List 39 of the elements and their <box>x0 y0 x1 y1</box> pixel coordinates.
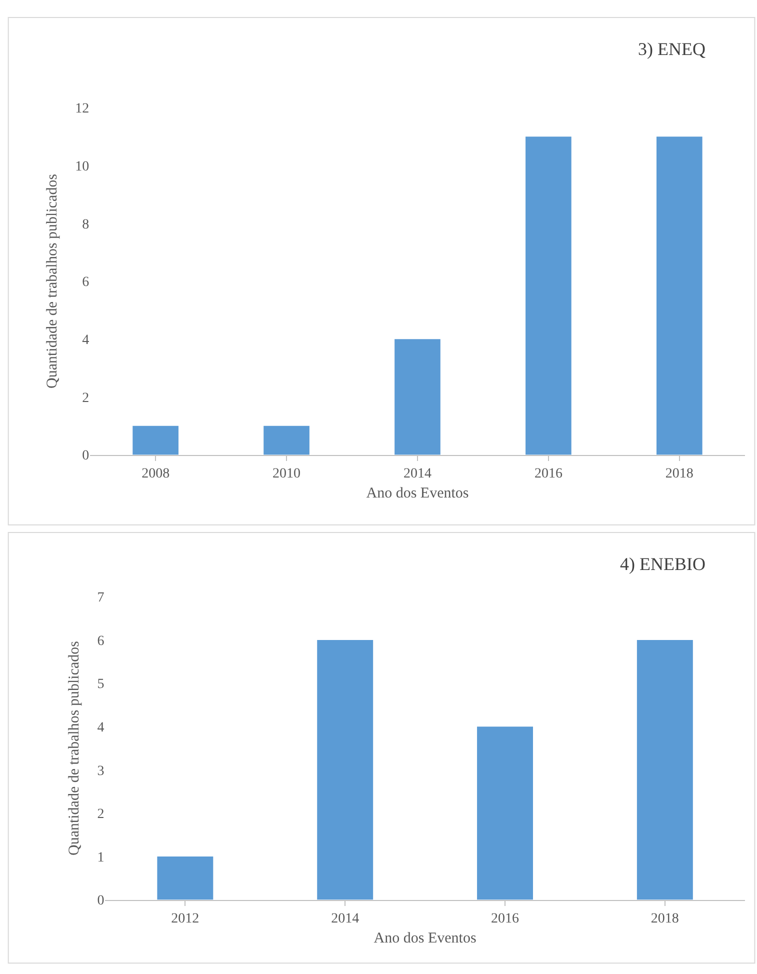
bar <box>656 136 702 455</box>
y-tick-label: 8 <box>82 217 90 232</box>
x-tick-label: 2014 <box>403 466 432 482</box>
bar <box>132 426 178 455</box>
y-tick-label: 6 <box>97 634 104 649</box>
y-tick-label: 1 <box>97 850 104 866</box>
bar <box>264 426 310 455</box>
y-tick-label: 4 <box>82 332 90 348</box>
y-tick-label: 2 <box>82 390 90 406</box>
y-tick-label: 7 <box>97 590 104 606</box>
x-tick-label: 2010 <box>272 466 301 482</box>
x-tick-label: 2018 <box>650 912 679 927</box>
y-tick-label: 4 <box>97 720 104 736</box>
bar <box>157 856 214 900</box>
bar <box>526 136 572 455</box>
x-tick-label: 2012 <box>171 912 200 927</box>
y-tick-label: 10 <box>75 159 90 174</box>
y-tick-label: 3 <box>97 764 104 779</box>
y-tick-label: 2 <box>97 807 104 822</box>
chart-title: 4) ENEBIO <box>620 554 706 574</box>
bar <box>636 640 693 900</box>
x-tick-label: 2014 <box>331 912 360 927</box>
y-tick-label: 0 <box>97 894 104 909</box>
bar <box>477 726 534 900</box>
y-tick-label: 6 <box>82 275 90 290</box>
y-axis-title: Quantidade de trabalhos publicados <box>66 640 82 856</box>
y-axis-title: Quantidade de trabalhos publicados <box>44 174 60 388</box>
x-tick-label: 2018 <box>665 466 694 482</box>
x-tick-label: 2008 <box>142 466 170 482</box>
x-tick-label: 2016 <box>534 466 562 482</box>
x-tick-label: 2016 <box>491 912 520 927</box>
bar <box>394 339 440 455</box>
x-axis-title: Ano dos Eventos <box>374 930 476 947</box>
bar <box>317 640 374 900</box>
x-axis-title: Ano dos Eventos <box>366 486 469 502</box>
y-tick-label: 0 <box>82 448 90 464</box>
y-tick-label: 12 <box>75 102 90 117</box>
y-tick-label: 5 <box>97 677 104 692</box>
chart-title: 3) ENEQ <box>638 39 706 59</box>
